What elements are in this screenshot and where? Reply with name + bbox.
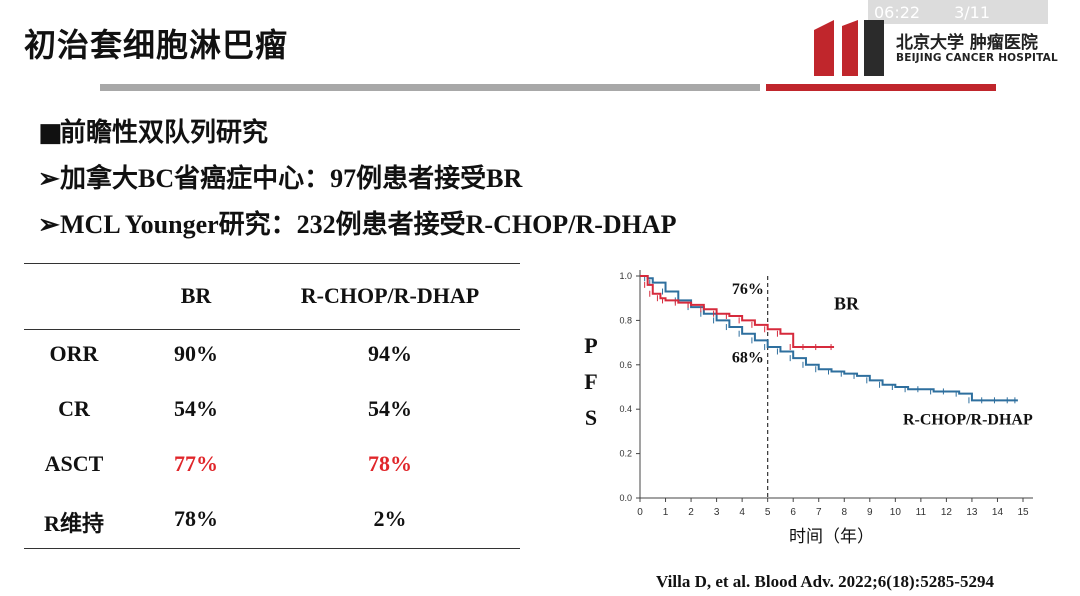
bullet-text: 加拿大BC省癌症中心：97例患者接受BR <box>60 164 523 193</box>
title-rule-gray <box>100 84 760 91</box>
x-tick-label: 9 <box>867 507 873 518</box>
annotation-76pct: 76% <box>732 281 764 298</box>
table-row-label: R维持 <box>44 511 104 536</box>
x-tick-label: 6 <box>790 507 796 518</box>
x-tick-label: 0 <box>637 507 643 518</box>
y-tick-label: 0.2 <box>619 449 632 459</box>
table-top-rule <box>24 263 520 264</box>
table-cell-br-highlight: 77% <box>174 451 218 476</box>
logo-name-en: BEIJING CANCER HOSPITAL <box>896 52 1058 64</box>
ylabel-char: P <box>584 333 598 358</box>
annotation-68pct: 68% <box>732 350 764 367</box>
video-overlay: 06:22 3/11 <box>868 0 1048 24</box>
x-tick-label: 10 <box>890 507 902 518</box>
x-tick-label: 5 <box>765 507 771 518</box>
y-tick-label: 0.6 <box>619 360 632 370</box>
x-tick-label: 7 <box>816 507 822 518</box>
table-cell-br: 90% <box>174 341 218 366</box>
table-row-label: CR <box>58 396 90 421</box>
y-tick-label: 0.0 <box>619 493 632 503</box>
table-cell-rchop: 54% <box>368 396 412 421</box>
ylabel-char: S <box>584 405 598 430</box>
table-header-rule <box>24 329 520 330</box>
bullet-study-design: ■前瞻性双队列研究 <box>38 112 268 149</box>
x-tick-label: 11 <box>916 507 927 518</box>
overlay-time: 06:22 <box>874 2 921 22</box>
logo-name-cn: 北京大学 肿瘤医院 <box>896 33 1038 53</box>
response-table: BR R-CHOP/R-DHAP ORR 90% 94% CR 54% 54% … <box>24 263 520 549</box>
slide-title: 初治套细胞淋巴瘤 <box>24 26 289 64</box>
title-rule-red <box>766 84 996 91</box>
x-tick-label: 2 <box>688 507 694 518</box>
citation: Villa D, et al. Blood Adv. 2022;6(18):52… <box>656 572 994 591</box>
series-line-rchop <box>640 275 1018 402</box>
arrow-bullet-icon: ➢ <box>38 164 60 193</box>
square-bullet-icon: ■ <box>38 118 63 148</box>
arrow-bullet-icon: ➢ <box>38 210 60 239</box>
x-tick-label: 1 <box>663 507 669 518</box>
bullet-text: MCL Younger研究：232例患者接受R-CHOP/R-DHAP <box>60 210 677 239</box>
x-tick-label: 15 <box>1017 507 1029 518</box>
table-header-br: BR <box>180 283 212 308</box>
x-tick-label: 4 <box>739 507 745 518</box>
x-tick-label: 3 <box>714 507 720 518</box>
annotation-rchop: R-CHOP/R-DHAP <box>903 412 1033 429</box>
table-cell-rchop-highlight: 78% <box>368 451 412 476</box>
bullet-text: 前瞻性双队列研究 <box>60 118 269 147</box>
y-tick-label: 0.8 <box>619 315 632 325</box>
chart-xlabel: 时间（年） <box>789 527 874 547</box>
bullet-mcl-younger: ➢MCL Younger研究：232例患者接受R-CHOP/R-DHAP <box>38 204 677 241</box>
ylabel-char: F <box>584 369 598 394</box>
series-line-br <box>640 275 835 349</box>
y-tick-label: 0.4 <box>619 404 632 414</box>
overlay-page-counter: 3/11 <box>954 2 991 22</box>
table-cell-br: 78% <box>174 506 218 531</box>
y-tick-label: 1.0 <box>619 271 632 281</box>
annotation-br: BR <box>834 293 860 313</box>
x-tick-label: 8 <box>841 507 847 518</box>
bullet-bc-cohort: ➢加拿大BC省癌症中心：97例患者接受BR <box>38 158 522 195</box>
table-row-label: ORR <box>49 341 99 366</box>
pfs-km-chart: 0.00.20.40.60.81.00 1 2 3 4 5 6 7 8 9 10 11 12 13 14 15… <box>619 270 1033 547</box>
table-cell-br: 54% <box>174 396 218 421</box>
hospital-emblem-icon <box>814 20 884 76</box>
x-tick-label: 14 <box>992 507 1004 518</box>
table-cell-rchop: 2% <box>373 506 407 531</box>
x-tick-label: 12 <box>941 507 953 518</box>
table-bottom-rule <box>24 548 520 549</box>
table-cell-rchop: 94% <box>368 341 412 366</box>
table-row-label: ASCT <box>44 451 104 476</box>
chart-ylabel: P F S <box>578 328 604 436</box>
x-tick-label: 13 <box>966 507 978 518</box>
table-header-rchop: R-CHOP/R-DHAP <box>300 283 480 308</box>
hospital-logo: 北京大学 肿瘤医院 BEIJING CANCER HOSPITAL <box>812 18 1062 80</box>
